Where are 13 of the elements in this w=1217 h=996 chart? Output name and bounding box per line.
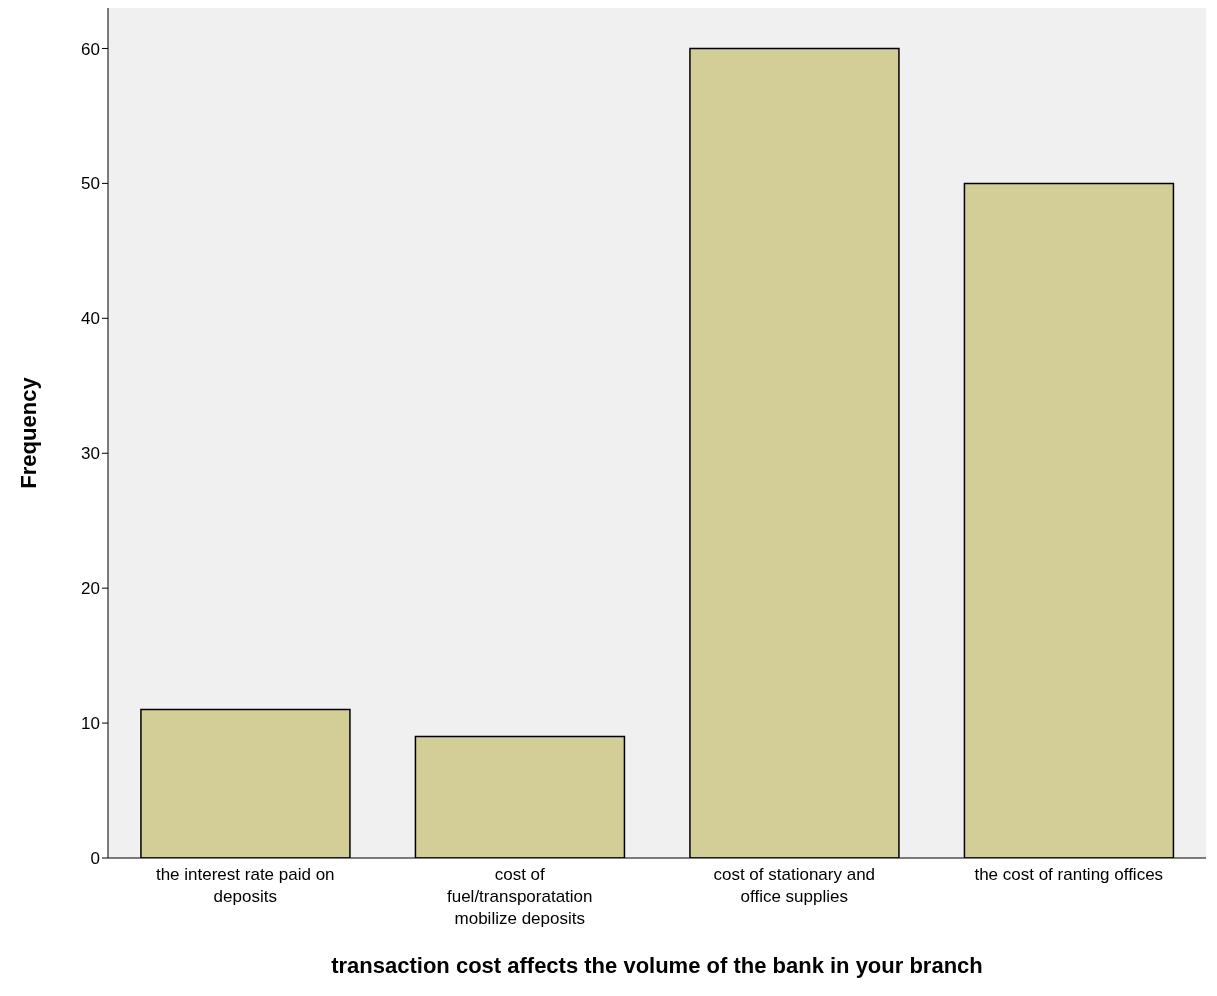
x-tick-label: the cost of ranting offices <box>974 865 1164 884</box>
y-tick-label: 40 <box>81 309 100 329</box>
x-tick-label: cost of stationary and office supplies <box>713 865 876 906</box>
x-tick-label: the interest rate paid on deposits <box>155 865 335 906</box>
y-tick-label: 30 <box>81 444 100 464</box>
y-tick-label: 60 <box>81 39 100 59</box>
y-tick-label: 0 <box>90 849 100 869</box>
x-axis-title: transaction cost affects the volume of the bank in your branch <box>331 953 983 978</box>
y-tick-label: 20 <box>81 579 100 599</box>
y-axis-title: Frequency <box>15 376 41 489</box>
y-tick-label: 50 <box>81 174 100 194</box>
y-tick-label: 10 <box>81 714 100 734</box>
x-tick-label: cost of fuel/transporatation mobilize deposits <box>446 865 593 928</box>
